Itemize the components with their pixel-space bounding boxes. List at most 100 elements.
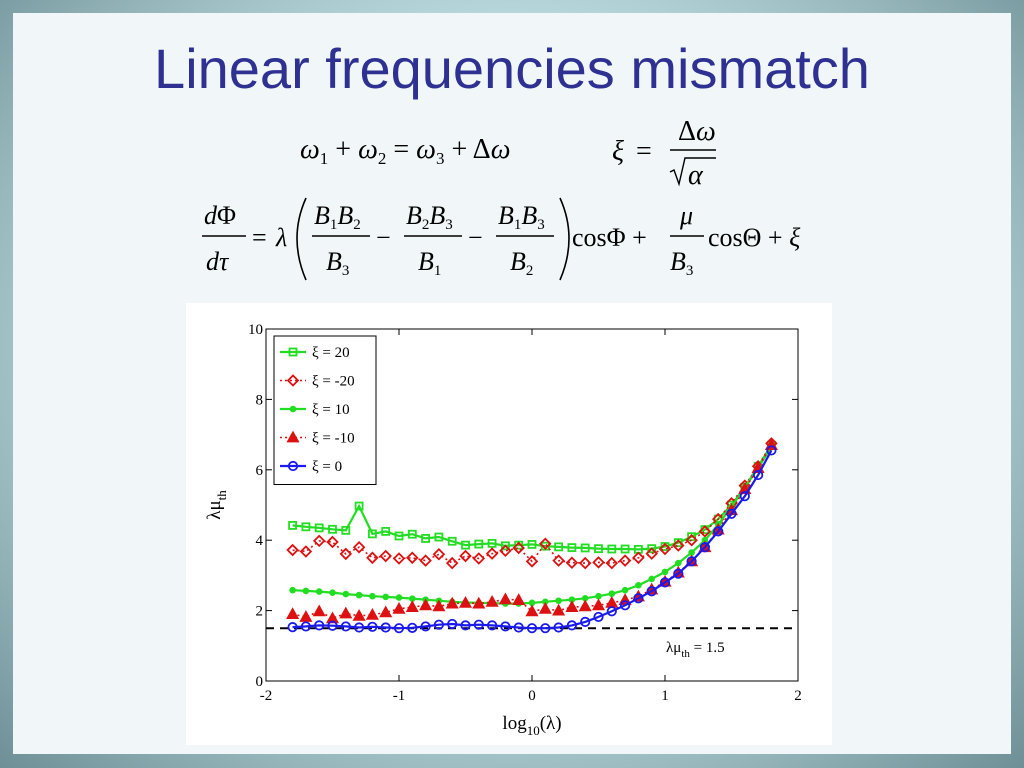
data-point <box>566 620 577 631</box>
data-point <box>580 543 590 553</box>
data-point <box>419 598 433 611</box>
data-point <box>621 586 629 594</box>
data-point <box>645 547 658 560</box>
data-point <box>472 552 486 565</box>
data-point <box>288 521 297 530</box>
data-point <box>675 559 682 567</box>
data-point <box>685 533 698 547</box>
data-point <box>315 588 323 595</box>
data-point <box>421 534 431 543</box>
data-point <box>473 619 484 630</box>
data-point <box>314 620 325 631</box>
data-point <box>618 554 632 567</box>
data-point <box>354 501 364 511</box>
data-point <box>525 604 539 617</box>
series-line <box>292 442 773 565</box>
data-point <box>445 556 459 570</box>
data-point <box>726 508 737 519</box>
data-point <box>485 547 499 560</box>
data-point <box>635 581 642 589</box>
data-point <box>619 600 631 611</box>
data-point <box>472 596 486 609</box>
equation-frequency-sum-graphic: ω1 + ω2 = ω3 + Δω <box>300 134 510 168</box>
data-point <box>392 552 406 565</box>
data-point <box>458 596 473 608</box>
svg-text:B3: B3 <box>670 247 693 279</box>
y-tick-label: 0 <box>256 674 264 690</box>
data-point <box>578 599 592 612</box>
data-point <box>698 525 712 538</box>
data-point <box>286 607 300 620</box>
data-point <box>539 537 552 550</box>
data-point <box>713 526 724 537</box>
data-point <box>554 542 564 552</box>
svg-text:cosΘ + ξ: cosΘ + ξ <box>708 223 801 252</box>
data-point <box>578 556 592 570</box>
data-point <box>485 594 499 607</box>
data-point <box>526 623 538 634</box>
legend-label: ξ = 20 <box>312 345 350 361</box>
legend-entry: ξ = 0 <box>280 459 342 475</box>
data-point <box>552 554 565 567</box>
data-point <box>686 556 697 567</box>
data-point <box>567 543 577 552</box>
data-point <box>500 541 510 551</box>
data-point <box>591 598 606 611</box>
data-point <box>447 618 458 630</box>
data-point <box>486 620 498 631</box>
svg-text:=: = <box>636 136 652 167</box>
data-point <box>580 616 591 627</box>
legend-label: ξ = -20 <box>312 374 355 390</box>
data-point <box>381 526 391 536</box>
data-point <box>299 610 313 622</box>
data-point <box>699 542 711 553</box>
legend-entry: ξ = -20 <box>280 374 355 390</box>
x-axis-label: log10(λ) <box>502 713 561 738</box>
data-point <box>739 491 750 502</box>
data-point <box>395 594 403 601</box>
svg-text:B2: B2 <box>510 247 533 279</box>
data-point <box>592 556 605 569</box>
data-point <box>299 545 313 558</box>
data-point <box>646 586 657 597</box>
legend-marker <box>286 374 300 387</box>
x-tick-label: 2 <box>794 688 802 704</box>
svg-text:dτ: dτ <box>206 247 230 276</box>
data-point <box>286 543 299 557</box>
data-point <box>565 600 579 612</box>
data-point <box>432 548 446 561</box>
data-point <box>460 620 471 631</box>
data-point <box>300 621 312 632</box>
svg-text:B1: B1 <box>418 247 441 279</box>
data-point <box>289 586 296 594</box>
data-point <box>369 592 376 600</box>
y-tick-label: 10 <box>248 322 263 338</box>
data-point <box>420 621 431 632</box>
data-point <box>499 544 512 558</box>
x-tick-label: -2 <box>260 688 273 704</box>
data-point <box>352 609 366 621</box>
svg-text:−: − <box>468 223 483 252</box>
data-point <box>605 556 619 570</box>
equation-phase-dynamics-graphic: dΦ dτ = λ B1B2 B3 − B2B3 B1 − B1B3 B2 co… <box>202 197 801 281</box>
data-point <box>433 619 444 630</box>
legend-entry: ξ = 10 <box>280 402 350 418</box>
svg-text:μ: μ <box>679 201 693 230</box>
data-point <box>382 593 389 601</box>
legend-marker <box>288 347 298 357</box>
svg-text:Δω: Δω <box>678 116 716 147</box>
data-point <box>405 600 419 612</box>
data-point <box>673 568 684 579</box>
data-point <box>608 590 616 598</box>
data-point <box>673 538 683 548</box>
svg-text:B3: B3 <box>326 247 349 279</box>
data-point <box>540 623 551 634</box>
ticks-group: -2 -1 0 1 2 0 2 4 6 8 10 <box>248 322 802 704</box>
data-point <box>326 535 339 549</box>
svg-text:ω1 + ω2 = ω3 + Δω: ω1 + ω2 = ω3 + Δω <box>300 134 510 168</box>
legend-entry: ξ = 20 <box>280 345 350 361</box>
data-point <box>513 622 524 633</box>
legend: ξ = 20 ξ = -20 ξ = 10 ξ = -10 ξ = 0 <box>273 335 377 485</box>
legend-marker <box>287 460 299 472</box>
